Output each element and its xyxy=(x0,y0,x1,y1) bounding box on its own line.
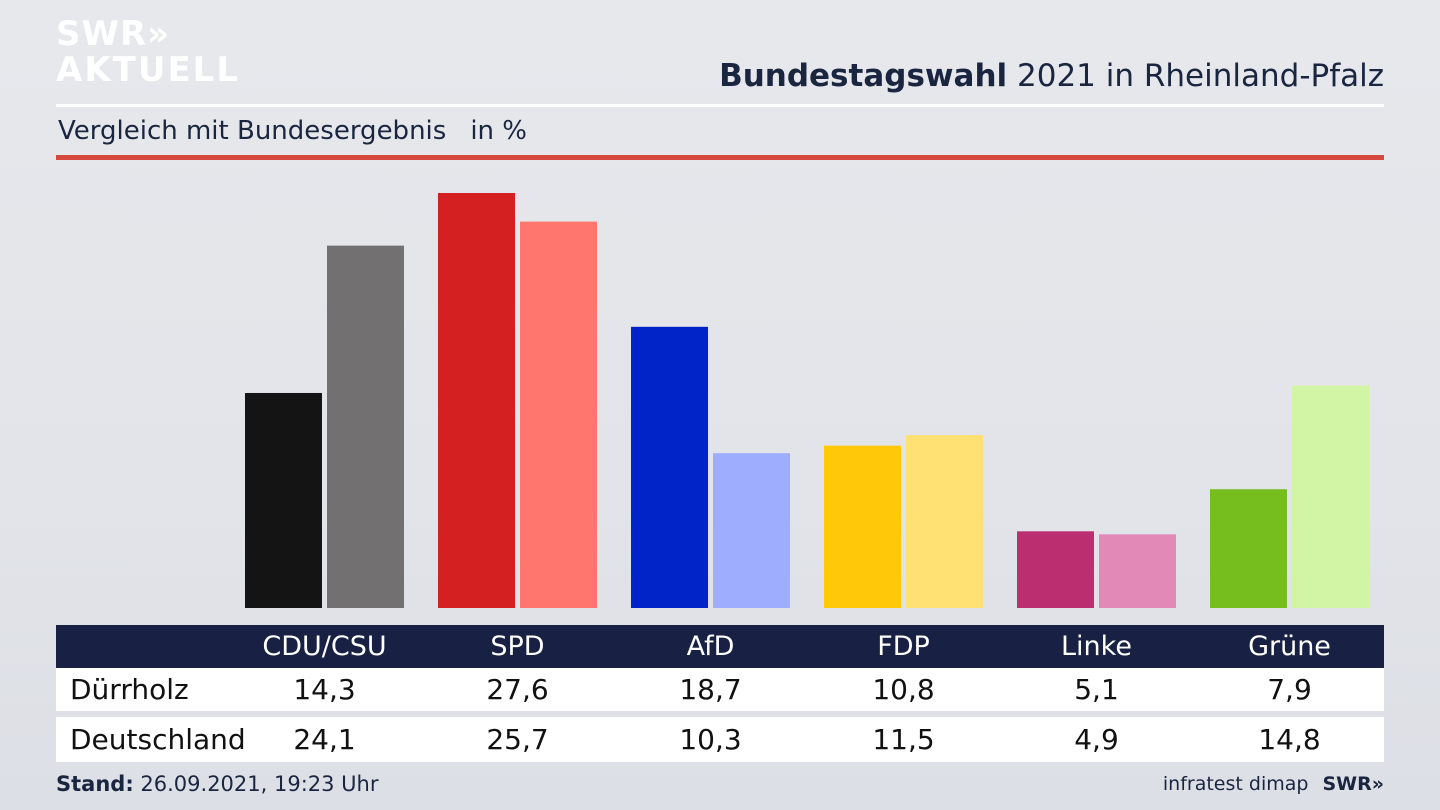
row-label: Deutschland xyxy=(70,723,246,756)
swr-aktuell-logo: SWR» AKTUELL xyxy=(56,16,240,88)
source-name: infratest dimap xyxy=(1162,773,1309,795)
column-header: CDU/CSU xyxy=(262,631,387,662)
table-cell: 14,8 xyxy=(1258,723,1321,756)
table-cell: 11,5 xyxy=(872,723,935,756)
table-cell: 10,8 xyxy=(872,673,935,706)
chart-subtitle: Vergleich mit Bundesergebnis in % xyxy=(58,116,527,146)
source-credit: infratest dimap SWR» xyxy=(1163,773,1384,795)
bar-afd-d-rrholz xyxy=(631,326,708,608)
table-row-duerrholz: Dürrholz 14,3 27,6 18,7 10,8 5,1 7,9 xyxy=(56,668,1384,711)
footer-brand-text: SWR xyxy=(1322,773,1372,795)
footer-arrows-icon: » xyxy=(1371,773,1384,795)
bar-gr-ne-d-rrholz xyxy=(1210,489,1287,608)
table-cell: 5,1 xyxy=(1074,673,1119,706)
logo-line2: AKTUELL xyxy=(56,50,241,90)
table-header-row: CDU/CSU SPD AfD FDP Linke Grüne xyxy=(56,625,1384,668)
timestamp: Stand: 26.09.2021, 19:23 Uhr xyxy=(56,772,379,796)
footer-brand: SWR» xyxy=(1322,773,1384,795)
bar-gr-ne-deutschland xyxy=(1292,385,1369,608)
title-bold: Bundestagswahl xyxy=(719,58,1008,94)
results-table: CDU/CSU SPD AfD FDP Linke Grüne Dürrholz 14,3… xyxy=(56,625,1384,762)
bar-linke-d-rrholz xyxy=(1017,531,1094,608)
column-header: AfD xyxy=(686,631,735,662)
bar-fdp-d-rrholz xyxy=(824,445,901,608)
bar-fdp-deutschland xyxy=(906,435,983,608)
stand-value: 26.09.2021, 19:23 Uhr xyxy=(133,772,379,796)
table-cell: 4,9 xyxy=(1074,723,1119,756)
column-header: Linke xyxy=(1061,631,1132,662)
bar-afd-deutschland xyxy=(713,453,790,608)
column-header: FDP xyxy=(877,631,930,662)
bar-cdu-csu-deutschland xyxy=(327,245,404,608)
table-cell: 25,7 xyxy=(486,723,549,756)
logo-arrows: » xyxy=(147,14,171,54)
table-cell: 18,7 xyxy=(679,673,742,706)
bar-spd-deutschland xyxy=(520,221,597,608)
table-cell: 24,1 xyxy=(293,723,356,756)
table-cell: 7,9 xyxy=(1267,673,1312,706)
title-rest: 2021 in Rheinland-Pfalz xyxy=(1007,58,1384,94)
page-title: Bundestagswahl 2021 in Rheinland-Pfalz xyxy=(719,58,1384,94)
column-header: Grüne xyxy=(1248,631,1331,662)
table-cell: 14,3 xyxy=(293,673,356,706)
bar-cdu-csu-d-rrholz xyxy=(245,392,322,608)
subtitle-text: Vergleich mit Bundesergebnis xyxy=(58,116,447,146)
table-row-deutschland: Deutschland 24,1 25,7 10,3 11,5 4,9 14,8 xyxy=(56,717,1384,762)
bar-spd-d-rrholz xyxy=(438,193,515,608)
subtitle-unit: in % xyxy=(470,116,527,146)
logo-line1: SWR xyxy=(56,14,148,54)
row-label: Dürrholz xyxy=(70,673,189,706)
column-header: SPD xyxy=(490,631,545,662)
table-cell: 10,3 xyxy=(679,723,742,756)
bar-chart xyxy=(245,193,1369,608)
bar-linke-deutschland xyxy=(1099,534,1176,608)
divider-white xyxy=(56,104,1384,107)
table-cell: 27,6 xyxy=(486,673,549,706)
divider-red xyxy=(56,155,1384,160)
stand-label: Stand: xyxy=(56,772,134,796)
